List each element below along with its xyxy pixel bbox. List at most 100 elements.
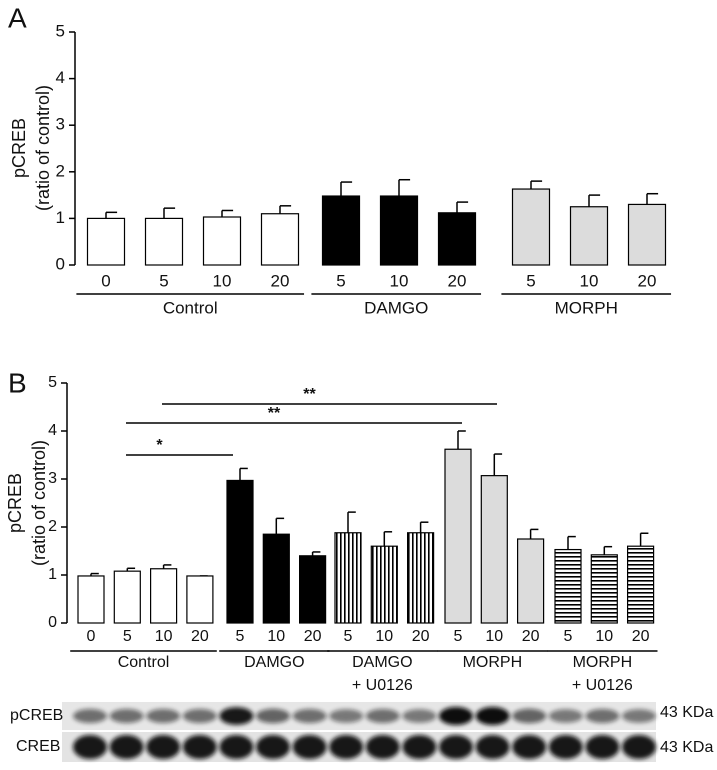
bar [262, 533, 290, 624]
bar [321, 195, 361, 266]
x-tick-label: 20 [632, 628, 650, 645]
blot-size-label: 43 KDa [660, 739, 713, 756]
blot-band [292, 735, 327, 759]
bar [516, 538, 545, 624]
blot-band [585, 709, 620, 723]
x-tick-label: 5 [236, 628, 245, 645]
bar [444, 448, 472, 624]
x-tick-label: 0 [87, 628, 96, 645]
x-tick-label: 10 [375, 628, 393, 645]
x-tick-label: 5 [344, 628, 353, 645]
y-tick-label: 4 [48, 422, 57, 439]
blot-band [73, 709, 107, 723]
bar [480, 475, 508, 624]
x-tick-label: 20 [522, 628, 540, 645]
group-label: MORPH [555, 298, 618, 317]
y-tick-label: 3 [56, 115, 65, 134]
blot-band [439, 707, 473, 725]
bar [569, 206, 609, 266]
x-tick-label: 20 [448, 271, 467, 290]
blot-band [182, 709, 217, 723]
y-tick-label: 3 [48, 470, 57, 487]
blot-band [182, 735, 217, 759]
y-tick-label: 1 [48, 566, 57, 583]
blot-band [585, 735, 620, 759]
bar [590, 554, 618, 624]
bar [626, 545, 655, 624]
y-axis-label: pCREB [5, 473, 25, 533]
group-label: DAMGO [352, 654, 412, 671]
x-tick-label: 20 [304, 628, 322, 645]
group-label: DAMGO [244, 654, 304, 671]
bar [437, 212, 477, 266]
x-tick-label: 5 [564, 628, 573, 645]
x-tick-label: 10 [390, 271, 409, 290]
blot-band [512, 708, 547, 724]
bar [186, 575, 214, 624]
x-tick-label: 20 [191, 628, 209, 645]
y-tick-label: 5 [48, 374, 57, 391]
y-axis-label: (ratio of control) [33, 85, 53, 211]
significance-label: * [156, 437, 163, 454]
y-tick-label: 2 [48, 518, 57, 535]
bar [554, 548, 582, 624]
bar [260, 213, 300, 266]
x-tick-label: 10 [485, 628, 503, 645]
blot-band [548, 709, 583, 723]
bar [202, 216, 242, 266]
blot-band [402, 709, 437, 723]
bar [86, 217, 126, 266]
x-tick-label: 10 [213, 271, 232, 290]
bar [77, 575, 105, 624]
bar [113, 570, 141, 624]
blot-band [219, 735, 254, 759]
y-tick-label: 4 [56, 68, 65, 87]
panel-label: B [8, 367, 27, 398]
blot-row-label: CREB [16, 738, 60, 755]
x-tick-label: 5 [454, 628, 463, 645]
x-tick-label: 20 [412, 628, 430, 645]
group-label: Control [118, 654, 170, 671]
blot-band [256, 735, 290, 759]
bar [370, 545, 398, 624]
blot-band [256, 708, 290, 724]
blot-band [548, 735, 583, 759]
x-tick-label: 5 [526, 271, 535, 290]
x-tick-label: 10 [155, 628, 173, 645]
blot-band [292, 709, 327, 723]
panel-label: A [8, 2, 27, 33]
x-tick-label: 5 [123, 628, 132, 645]
group-label: MORPH [463, 654, 523, 671]
blot-band [475, 707, 510, 725]
bar [150, 568, 178, 624]
blot-band [329, 735, 364, 759]
bar [226, 479, 254, 624]
significance-label: ** [268, 405, 281, 422]
y-tick-label: 1 [56, 208, 65, 227]
blot-band [622, 709, 656, 723]
blot-band [512, 735, 547, 759]
blot-band [475, 735, 510, 759]
x-tick-label: 10 [267, 628, 285, 645]
blot-band [73, 735, 107, 759]
group-label: MORPH [573, 654, 633, 671]
blot-band [146, 735, 181, 759]
x-tick-label: 20 [271, 271, 290, 290]
y-tick-label: 0 [48, 614, 57, 631]
x-tick-label: 5 [336, 271, 345, 290]
y-axis-label: pCREB [9, 118, 29, 178]
y-tick-label: 5 [56, 21, 65, 40]
blot-band [219, 707, 254, 725]
blot-band [365, 735, 400, 759]
y-tick-label: 2 [56, 161, 65, 180]
blot-size-label: 43 KDa [660, 704, 713, 721]
bar [407, 532, 435, 624]
bar [299, 555, 327, 624]
y-axis-label: (ratio of control) [29, 440, 49, 566]
x-tick-label: 20 [638, 271, 657, 290]
group-label: DAMGO [364, 298, 428, 317]
blot-band [329, 709, 364, 723]
blot-band [622, 735, 656, 759]
